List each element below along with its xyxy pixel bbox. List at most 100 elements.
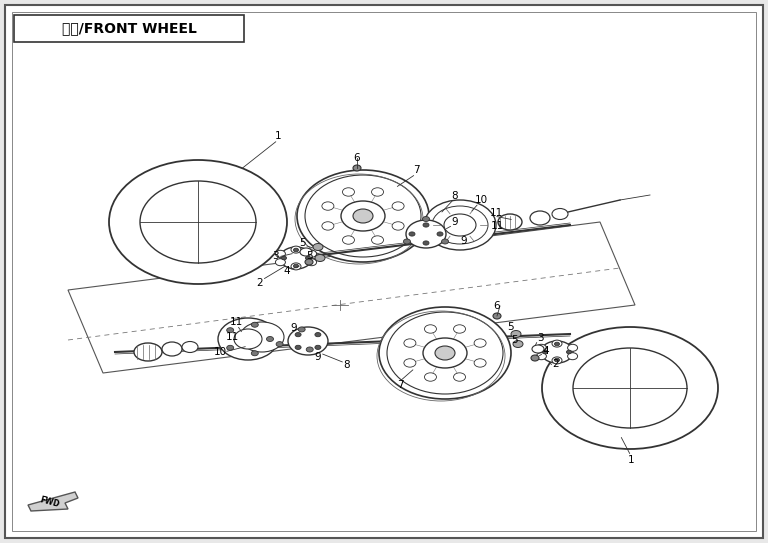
Ellipse shape — [140, 181, 256, 263]
Ellipse shape — [392, 202, 404, 210]
Ellipse shape — [532, 345, 544, 353]
Ellipse shape — [536, 353, 546, 359]
Ellipse shape — [423, 223, 429, 227]
Ellipse shape — [251, 322, 258, 327]
Ellipse shape — [423, 241, 429, 245]
Ellipse shape — [552, 209, 568, 219]
Ellipse shape — [227, 327, 233, 333]
Ellipse shape — [293, 264, 299, 268]
Ellipse shape — [353, 165, 361, 171]
Text: 9: 9 — [452, 217, 458, 227]
Ellipse shape — [240, 322, 284, 352]
Ellipse shape — [341, 201, 385, 231]
Ellipse shape — [293, 248, 299, 252]
Ellipse shape — [542, 350, 548, 354]
Text: 9: 9 — [290, 323, 297, 333]
Text: 1: 1 — [275, 131, 281, 141]
Ellipse shape — [315, 255, 325, 262]
Polygon shape — [28, 492, 78, 511]
Ellipse shape — [498, 214, 522, 230]
Text: 6: 6 — [354, 153, 360, 163]
Ellipse shape — [432, 206, 488, 244]
Ellipse shape — [435, 346, 455, 360]
Ellipse shape — [387, 312, 503, 394]
Ellipse shape — [454, 325, 465, 333]
Text: 3: 3 — [537, 333, 543, 343]
Ellipse shape — [554, 358, 560, 362]
Ellipse shape — [322, 202, 334, 210]
Ellipse shape — [372, 236, 383, 244]
Text: 5: 5 — [511, 335, 518, 345]
Ellipse shape — [134, 343, 162, 361]
Ellipse shape — [282, 256, 286, 260]
Ellipse shape — [404, 359, 416, 367]
Text: 11: 11 — [225, 332, 239, 342]
Ellipse shape — [276, 258, 286, 266]
Ellipse shape — [266, 337, 273, 342]
Ellipse shape — [109, 160, 287, 284]
Ellipse shape — [234, 329, 262, 349]
Ellipse shape — [552, 357, 562, 364]
Ellipse shape — [315, 332, 321, 337]
Ellipse shape — [474, 339, 486, 348]
Ellipse shape — [353, 209, 373, 223]
Text: 11: 11 — [230, 317, 243, 327]
Ellipse shape — [306, 258, 316, 266]
Ellipse shape — [313, 243, 323, 250]
Ellipse shape — [297, 170, 429, 262]
Ellipse shape — [531, 355, 539, 361]
Ellipse shape — [295, 345, 301, 350]
Ellipse shape — [474, 359, 486, 367]
Text: 10: 10 — [214, 347, 227, 357]
Ellipse shape — [541, 341, 573, 363]
Ellipse shape — [372, 188, 383, 196]
Text: 9: 9 — [461, 236, 467, 246]
Ellipse shape — [379, 307, 511, 399]
Ellipse shape — [437, 232, 443, 236]
Text: 4: 4 — [283, 266, 290, 276]
Text: 6: 6 — [494, 301, 500, 311]
Text: 7: 7 — [412, 165, 419, 175]
Ellipse shape — [425, 325, 436, 333]
Ellipse shape — [291, 246, 301, 253]
Ellipse shape — [423, 338, 467, 368]
Text: FWD: FWD — [39, 495, 61, 509]
Ellipse shape — [511, 331, 521, 338]
Text: 10: 10 — [475, 195, 488, 205]
Ellipse shape — [409, 232, 415, 236]
Ellipse shape — [322, 222, 334, 230]
Text: 5: 5 — [299, 238, 306, 248]
Ellipse shape — [536, 344, 546, 351]
Text: 8: 8 — [452, 191, 458, 201]
Ellipse shape — [300, 248, 312, 256]
Ellipse shape — [298, 327, 305, 332]
Ellipse shape — [403, 239, 410, 244]
Ellipse shape — [305, 175, 421, 257]
Ellipse shape — [568, 353, 578, 359]
Ellipse shape — [162, 342, 182, 356]
Ellipse shape — [306, 347, 313, 352]
Ellipse shape — [567, 350, 571, 354]
Ellipse shape — [406, 220, 446, 248]
Text: 8: 8 — [344, 360, 350, 370]
Ellipse shape — [568, 344, 578, 351]
Text: 前轮/FRONT WHEEL: 前轮/FRONT WHEEL — [61, 21, 197, 35]
Text: 2: 2 — [553, 359, 559, 369]
Text: 9: 9 — [315, 352, 321, 362]
Text: 1: 1 — [627, 455, 634, 465]
Ellipse shape — [552, 340, 562, 347]
Ellipse shape — [182, 342, 198, 352]
Ellipse shape — [444, 214, 476, 236]
Text: 3: 3 — [272, 251, 278, 261]
Ellipse shape — [227, 345, 233, 350]
Ellipse shape — [280, 247, 312, 269]
Ellipse shape — [404, 339, 416, 348]
Ellipse shape — [422, 217, 429, 222]
Ellipse shape — [276, 250, 286, 257]
Text: 4: 4 — [543, 346, 549, 356]
Ellipse shape — [288, 327, 328, 355]
Ellipse shape — [276, 342, 283, 346]
Text: 11: 11 — [489, 208, 502, 218]
Ellipse shape — [295, 332, 301, 337]
Ellipse shape — [218, 318, 278, 360]
